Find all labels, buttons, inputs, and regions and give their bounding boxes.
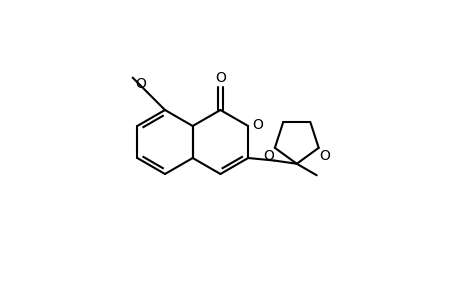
- Text: O: O: [319, 149, 330, 163]
- Text: O: O: [252, 118, 263, 132]
- Text: O: O: [135, 77, 146, 92]
- Text: O: O: [214, 71, 225, 85]
- Text: O: O: [263, 149, 273, 163]
